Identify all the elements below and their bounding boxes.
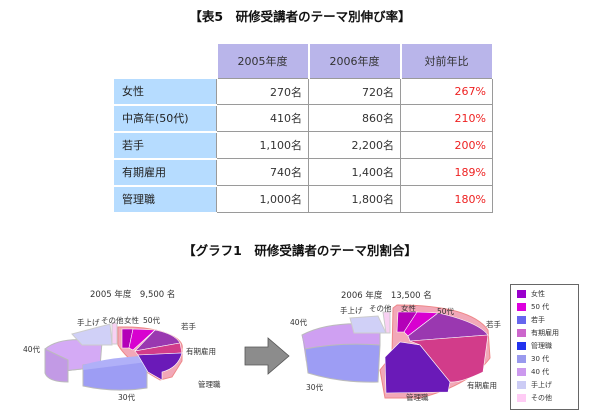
cell-ratio: 210% xyxy=(400,104,493,132)
legend-item: 女性 xyxy=(517,289,545,299)
label-d40: 40代 xyxy=(23,344,41,354)
pie-2006-header: 2006 年度 13,500 名 xyxy=(341,290,432,301)
table-row: 有期雇用 740名 1,400名 189% xyxy=(114,158,493,187)
label-kanri: 管理職 xyxy=(406,392,429,402)
legend-swatch xyxy=(517,290,526,298)
table-title: 【表5 研修受講者のテーマ別伸び率】 xyxy=(189,9,411,24)
legend-item: 40 代 xyxy=(517,367,549,377)
label-teage: 手上げ xyxy=(340,305,363,315)
legend-label: 50 代 xyxy=(531,303,550,311)
graph-title: 【グラフ1 研修受講者のテーマ別割合】 xyxy=(183,243,417,258)
label-wakate: 若手 xyxy=(486,319,501,329)
label-d40: 40代 xyxy=(290,317,308,327)
legend-label: 手上げ xyxy=(531,381,552,389)
label-yuki: 有期雇用 xyxy=(467,380,497,390)
table-row: 若手 1,100名 2,200名 200% xyxy=(114,131,493,160)
legend-swatch xyxy=(517,342,526,350)
label-d30: 30代 xyxy=(306,382,324,392)
row-label: 若手 xyxy=(114,131,217,160)
legend-item: 管理職 xyxy=(517,341,552,351)
legend-swatch xyxy=(517,303,526,311)
label-kanri: 管理職 xyxy=(198,379,221,389)
legend-label: その他 xyxy=(531,394,552,402)
legend-item: その他 xyxy=(517,393,552,403)
row-label: 中高年(50代) xyxy=(114,104,217,133)
chart-legend: 女性 50 代 若手 有期雇用 管理職 30 代 40 代 手上げ その他 xyxy=(510,284,579,410)
pie-2005-header: 2005 年度 9,500 名 xyxy=(90,289,175,300)
legend-label: 管理職 xyxy=(531,342,552,350)
col-ratio: 対前年比 xyxy=(400,44,494,79)
cell-2006: 1,800名 xyxy=(308,185,401,213)
legend-item: 若手 xyxy=(517,315,545,325)
cell-2006: 720名 xyxy=(308,78,401,105)
label-wakate: 若手 xyxy=(181,321,196,331)
legend-swatch xyxy=(517,316,526,324)
legend-swatch xyxy=(517,381,526,389)
cell-ratio: 200% xyxy=(400,131,493,159)
row-label: 管理職 xyxy=(114,185,217,214)
legend-item: 30 代 xyxy=(517,354,549,364)
legend-label: 有期雇用 xyxy=(531,329,559,337)
legend-swatch xyxy=(517,329,526,337)
cell-2005: 1,100名 xyxy=(216,131,309,159)
cell-2006: 1,400名 xyxy=(308,158,401,186)
cell-ratio: 267% xyxy=(400,78,493,105)
label-josei: 女性 xyxy=(124,315,139,325)
table-row: 女性 270名 720名 267% xyxy=(114,78,493,106)
cell-ratio: 180% xyxy=(400,185,493,213)
label-d30: 30代 xyxy=(118,392,136,402)
legend-item: 有期雇用 xyxy=(517,328,559,338)
legend-label: 30 代 xyxy=(531,355,550,363)
cell-2006: 2,200名 xyxy=(308,131,401,159)
legend-label: 女性 xyxy=(531,290,545,298)
label-d50: 50代 xyxy=(437,306,455,316)
row-label: 有期雇用 xyxy=(114,158,217,187)
legend-swatch xyxy=(517,355,526,363)
table-header-row: 2005年度 2006年度 対前年比 xyxy=(114,44,494,79)
label-d50: 50代 xyxy=(143,315,161,325)
cell-2005: 410名 xyxy=(216,104,309,132)
pie-2005: 2005 年度 9,500 名 手上げ その他 女性 50代 若手 有期雇用 管… xyxy=(23,289,221,402)
cell-2005: 270名 xyxy=(216,78,309,105)
col-2005: 2005年度 xyxy=(216,44,310,79)
cell-ratio: 189% xyxy=(400,158,493,186)
growth-table: 2005年度 2006年度 対前年比 女性 270名 720名 267% 中高年… xyxy=(114,44,494,214)
legend-swatch xyxy=(517,368,526,376)
label-yuki: 有期雇用 xyxy=(186,346,216,356)
legend-item: 手上げ xyxy=(517,380,552,390)
legend-label: 40 代 xyxy=(531,368,550,376)
legend-swatch xyxy=(517,394,526,402)
cell-2005: 1,000名 xyxy=(216,185,309,213)
corner-cell xyxy=(114,44,218,79)
col-2006: 2006年度 xyxy=(308,44,402,79)
label-teage: 手上げ xyxy=(77,317,100,327)
label-josei: 女性 xyxy=(401,303,416,313)
label-sonota: その他 xyxy=(369,303,392,313)
legend-label: 若手 xyxy=(531,316,545,324)
table-row: 中高年(50代) 410名 860名 210% xyxy=(114,104,493,133)
row-label: 女性 xyxy=(114,78,217,106)
pie-2006: 2006 年度 13,500 名 手上げ その他 女性 50代 若手 有期雇用 … xyxy=(290,290,501,402)
table-row: 管理職 1,000名 1,800名 180% xyxy=(114,185,493,214)
legend-item: 50 代 xyxy=(517,302,549,312)
label-sonota: その他 xyxy=(101,315,124,325)
arrow-icon xyxy=(244,337,290,375)
